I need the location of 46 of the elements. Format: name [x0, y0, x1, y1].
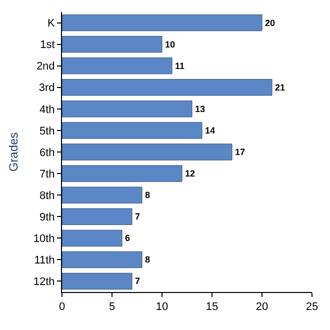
- bar: [62, 14, 262, 32]
- bar: [62, 186, 142, 204]
- data-label: 12: [185, 168, 196, 179]
- bar: [62, 165, 182, 182]
- data-label: 20: [265, 18, 276, 28]
- y-tick-label: 3rd: [38, 82, 55, 94]
- y-tick-label: 2nd: [36, 60, 55, 73]
- y-tick-label: 9th: [40, 211, 55, 224]
- y-tick-label: 11th: [34, 254, 55, 267]
- bar: [62, 272, 132, 290]
- data-label: 8: [145, 190, 150, 200]
- data-label: 6: [125, 233, 130, 244]
- x-tick-label: 10: [156, 301, 168, 314]
- bar: [62, 58, 172, 74]
- x-tick-label: 0: [58, 301, 66, 314]
- bar: [62, 144, 232, 160]
- y-axis-title: Grades: [6, 132, 21, 172]
- x-tick-label: 5: [108, 301, 116, 314]
- y-tick-label: 10th: [33, 233, 55, 245]
- bar: [62, 230, 122, 246]
- y-tick-label: 4th: [40, 104, 55, 116]
- bar: [62, 208, 132, 225]
- y-tick-label: 5th: [40, 125, 55, 138]
- bar: [62, 79, 272, 96]
- x-tick-label: 15: [206, 301, 218, 314]
- data-label: 14: [205, 125, 216, 136]
- y-tick-label: 1st: [40, 39, 55, 52]
- x-tick-label: 25: [306, 301, 318, 314]
- data-label: 11: [175, 60, 185, 71]
- data-label: 10: [165, 39, 176, 50]
- y-tick-label: 7th: [40, 168, 55, 180]
- bar: [62, 36, 162, 53]
- data-label: 8: [145, 254, 150, 265]
- y-tick-label: 12th: [33, 276, 55, 288]
- data-label: 7: [135, 212, 140, 222]
- data-label: 7: [135, 276, 140, 286]
- data-label: 21: [275, 82, 286, 92]
- y-tick-label: K: [47, 18, 56, 30]
- x-tick-label: 20: [256, 301, 268, 314]
- bar: [62, 251, 142, 268]
- data-label: 13: [195, 104, 206, 114]
- y-tick-label: 8th: [40, 190, 55, 202]
- y-tick-label: 6th: [40, 146, 55, 159]
- data-label: 17: [235, 147, 246, 157]
- bar: [62, 122, 202, 139]
- bar: [62, 100, 192, 118]
